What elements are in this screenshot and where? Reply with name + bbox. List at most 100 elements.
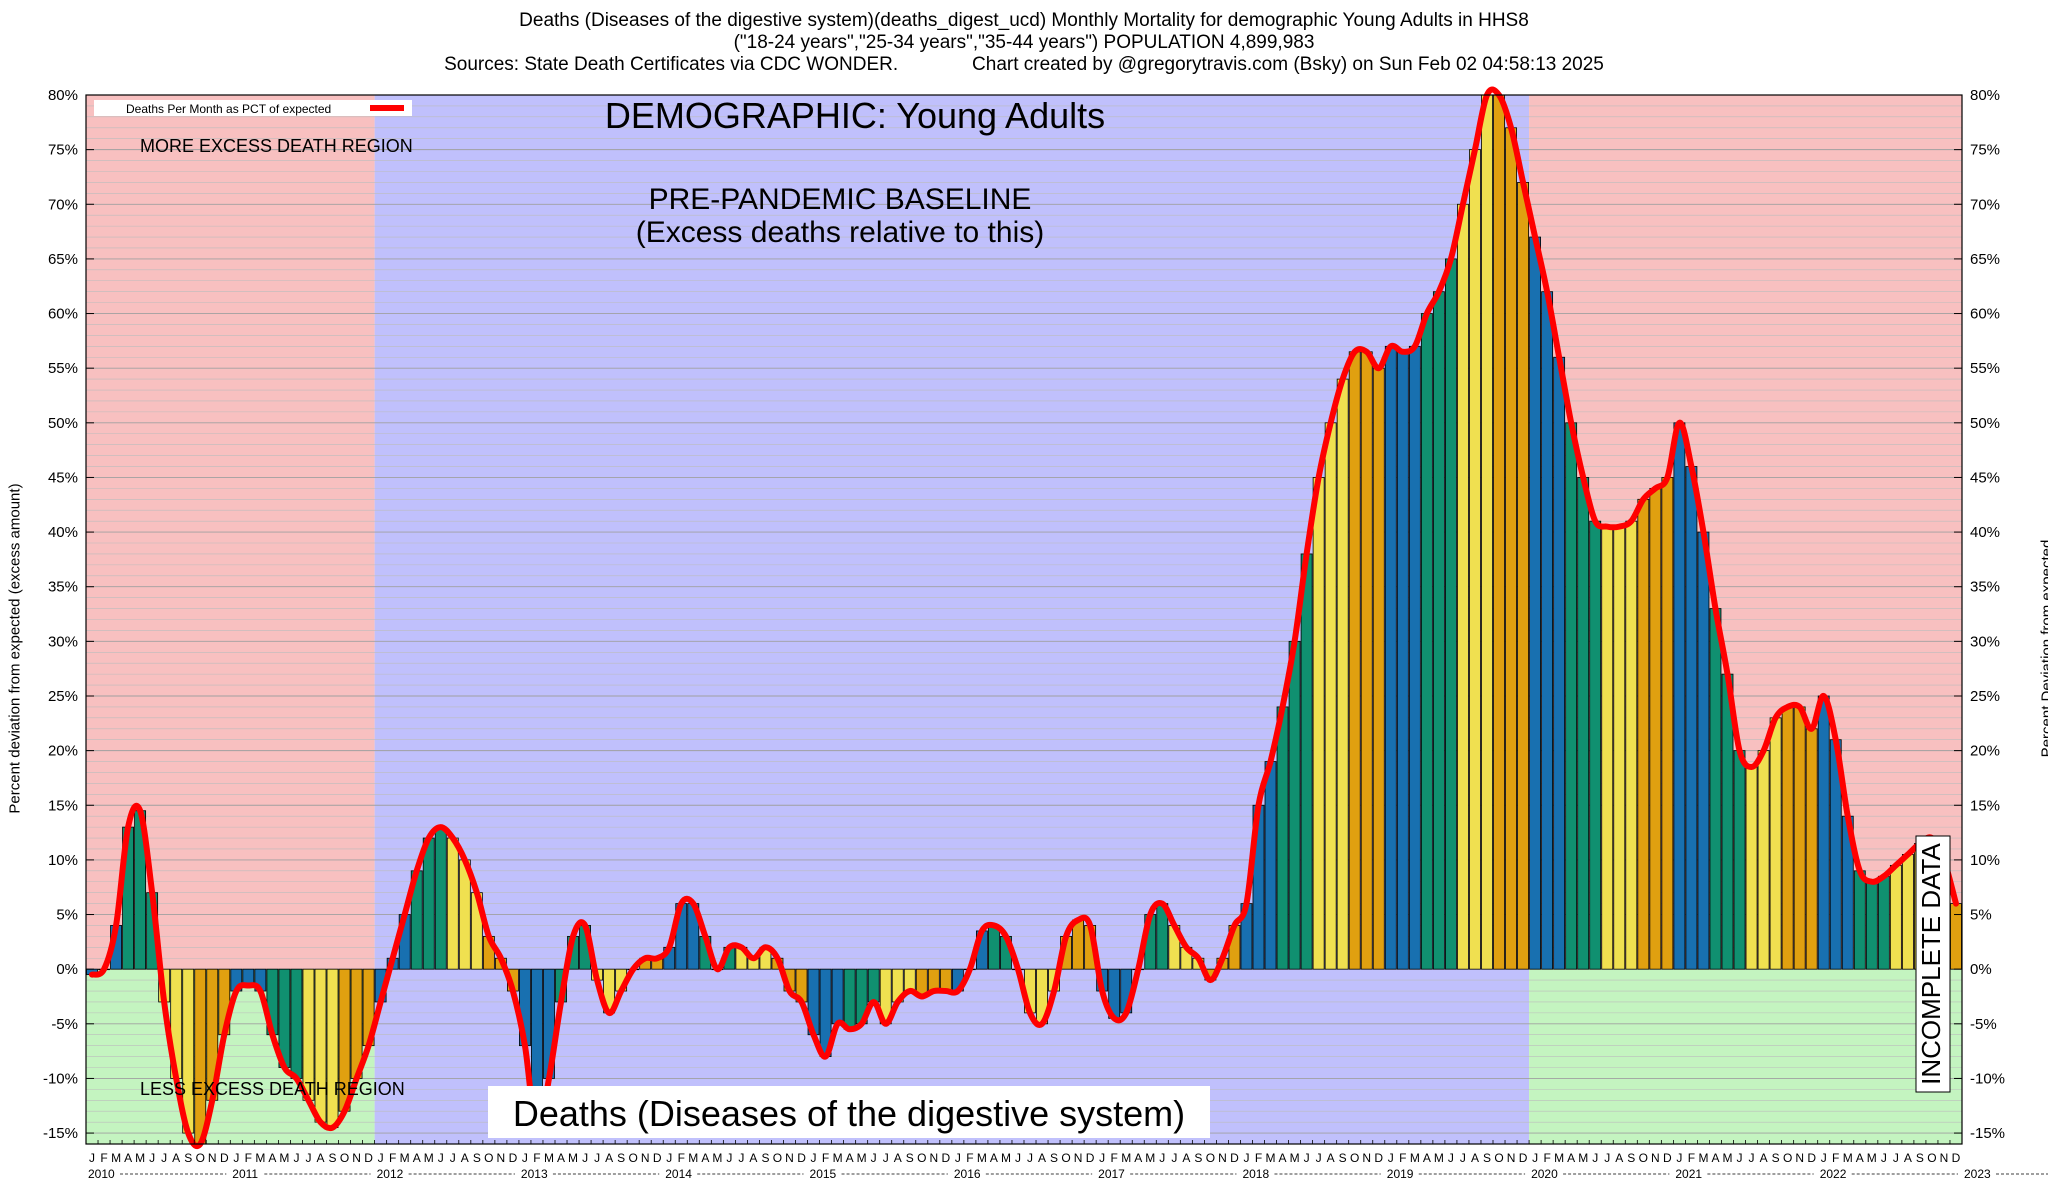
x-month-label: F: [1399, 1151, 1406, 1165]
x-month-label: N: [352, 1151, 361, 1165]
x-month-label: O: [340, 1151, 349, 1165]
x-month-label: A: [846, 1151, 854, 1165]
x-month-label: F: [533, 1151, 540, 1165]
y-tick-label-left: 70%: [48, 196, 78, 213]
y-tick-label-right: 70%: [1970, 196, 2000, 213]
x-month-label: J: [1304, 1151, 1310, 1165]
x-year-label: 2012: [377, 1167, 404, 1181]
x-month-label: A: [1711, 1151, 1719, 1165]
y-tick-label-right: 40%: [1970, 524, 2000, 541]
x-month-label: S: [1050, 1151, 1058, 1165]
x-month-label: F: [822, 1151, 829, 1165]
x-month-label: O: [1639, 1151, 1648, 1165]
data-bar: [1865, 881, 1878, 970]
x-month-label: O: [1061, 1151, 1070, 1165]
x-month-label: J: [1099, 1151, 1105, 1165]
x-month-label: N: [208, 1151, 217, 1165]
y-tick-label-right: 35%: [1970, 579, 2000, 596]
demographic-annotation: DEMOGRAPHIC: Young Adults: [605, 95, 1105, 136]
x-year-label: 2014: [665, 1167, 692, 1181]
title-line-1: Deaths (Diseases of the digestive system…: [519, 10, 1529, 31]
x-month-label: M: [400, 1151, 410, 1165]
data-bar: [1444, 258, 1457, 970]
title-line-2: ("18-24 years","25-34 years","35-44 year…: [733, 32, 1315, 53]
y-tick-label-left: -15%: [43, 1125, 78, 1142]
data-bar: [1372, 367, 1385, 970]
x-month-label: A: [990, 1151, 998, 1165]
x-month-label: F: [1832, 1151, 1839, 1165]
x-month-label: J: [1388, 1151, 1394, 1165]
title-line-3: Sources: State Death Certificates via CD…: [444, 54, 1604, 75]
x-month-label: J: [1171, 1151, 1177, 1165]
data-bar: [314, 968, 327, 1123]
incomplete-data-box: [1915, 835, 1951, 1093]
x-month-label: J: [955, 1151, 961, 1165]
data-bar: [1889, 864, 1902, 970]
x-month-label: M: [135, 1151, 145, 1165]
x-month-label: J: [1027, 1151, 1033, 1165]
y-tick-label-right: 60%: [1970, 306, 2000, 323]
y-tick-label-left: -10%: [43, 1070, 78, 1087]
x-month-label: O: [917, 1151, 926, 1165]
x-month-label: J: [594, 1151, 600, 1165]
x-month-label: A: [1856, 1151, 1864, 1165]
x-month-label: A: [605, 1151, 613, 1165]
x-month-label: A: [316, 1151, 324, 1165]
y-tick-label-left: 40%: [48, 524, 78, 541]
x-month-label: N: [1362, 1151, 1371, 1165]
x-month-label: F: [245, 1151, 252, 1165]
x-month-label: N: [1074, 1151, 1083, 1165]
x-month-label: S: [617, 1151, 625, 1165]
x-month-label: O: [628, 1151, 637, 1165]
x-month-label: M: [1290, 1151, 1300, 1165]
data-bar: [1396, 351, 1409, 970]
x-year-label: 2020: [1531, 1167, 1558, 1181]
chart-title: Deaths (Diseases of the digestive system…: [0, 10, 2048, 76]
data-bar: [867, 968, 880, 1003]
less-excess-region-label: LESS EXCESS DEATH REGION: [140, 1079, 405, 1099]
x-month-label: S: [1339, 1151, 1347, 1165]
y-tick-label-right: 15%: [1970, 797, 2000, 814]
x-month-label: O: [196, 1151, 205, 1165]
data-bar: [1661, 477, 1674, 970]
x-month-label: S: [1916, 1151, 1924, 1165]
series-line: [89, 86, 1959, 1150]
x-month-label: O: [773, 1151, 782, 1165]
y-tick-label-left: 65%: [48, 251, 78, 268]
x-month-label: A: [124, 1151, 132, 1165]
x-month-label: O: [484, 1151, 493, 1165]
data-bar: [1408, 345, 1421, 970]
cause-label-box: [488, 1086, 1210, 1138]
x-month-label: S: [1772, 1151, 1780, 1165]
y-tick-label-right: -15%: [1970, 1125, 2005, 1142]
x-month-label: M: [977, 1151, 987, 1165]
x-month-label: J: [438, 1151, 444, 1165]
x-month-label: M: [1434, 1151, 1444, 1165]
data-bar: [1288, 640, 1301, 970]
y-tick-label-left: 5%: [56, 907, 78, 924]
y-tick-label-right: 30%: [1970, 633, 2000, 650]
legend-box: [94, 100, 412, 116]
data-bar: [1853, 870, 1866, 970]
x-month-label: N: [1218, 1151, 1227, 1165]
data-bar: [1637, 498, 1650, 970]
x-year-label: 2023: [1964, 1167, 1991, 1181]
x-month-label: D: [1086, 1151, 1095, 1165]
data-bar: [1481, 94, 1493, 970]
x-month-label: D: [1519, 1151, 1528, 1165]
x-month-label: M: [1723, 1151, 1733, 1165]
x-month-label: O: [1206, 1151, 1215, 1165]
x-month-label: J: [1532, 1151, 1538, 1165]
x-year-label: 2022: [1820, 1167, 1847, 1181]
y-tick-label-left: 25%: [48, 688, 78, 705]
x-month-label: J: [726, 1151, 732, 1165]
x-month-label: S: [761, 1151, 769, 1165]
y-tick-label-left: -5%: [51, 1016, 78, 1033]
x-month-label: A: [1038, 1151, 1046, 1165]
x-month-label: J: [522, 1151, 528, 1165]
data-bar: [1336, 378, 1349, 970]
more-excess-region-label: MORE EXCESS DEATH REGION: [140, 136, 413, 156]
y-tick-label-right: 45%: [1970, 469, 2000, 486]
x-month-label: A: [894, 1151, 902, 1165]
x-month-label: M: [1001, 1151, 1011, 1165]
